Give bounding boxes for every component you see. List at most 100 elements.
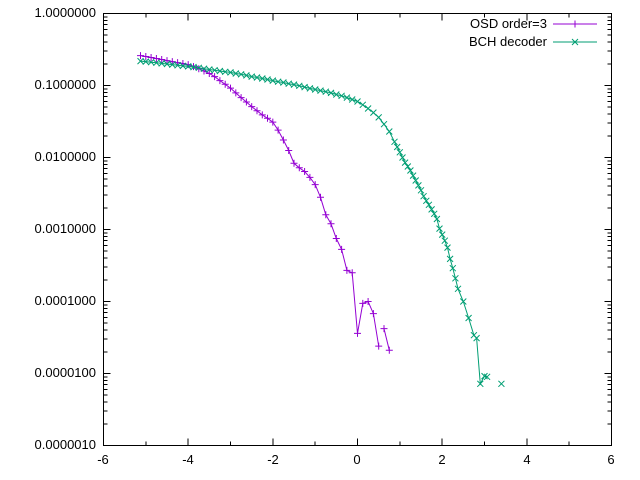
- data-point-marker: [375, 342, 383, 350]
- data-point-marker: [422, 197, 430, 205]
- data-point-marker: [269, 118, 277, 126]
- data-point-marker: [441, 237, 449, 245]
- series-osd: [137, 52, 393, 354]
- data-point-marker: [385, 128, 393, 135]
- data-point-marker: [295, 164, 303, 172]
- x-tick-label: 4: [523, 452, 531, 467]
- data-point-marker: [147, 54, 155, 61]
- y-tick-label: 0.1000000: [34, 77, 96, 92]
- data-point-marker: [369, 310, 377, 318]
- legend-item-label: OSD order=3: [470, 16, 547, 31]
- data-point-marker: [227, 69, 234, 76]
- data-point-marker: [404, 163, 412, 170]
- data-point-marker: [401, 159, 409, 166]
- data-point-marker: [407, 167, 414, 174]
- x-tick-label: -6: [97, 452, 109, 467]
- x-tick-label: -4: [182, 452, 194, 467]
- data-point-marker: [354, 98, 361, 105]
- data-point-marker: [190, 63, 197, 71]
- data-point-marker: [168, 61, 176, 68]
- data-point-marker: [430, 210, 438, 218]
- data-point-marker: [317, 87, 324, 94]
- data-point-marker: [348, 96, 356, 103]
- data-point-marker: [306, 173, 314, 181]
- data-point-marker: [498, 380, 505, 388]
- data-point-marker: [258, 111, 266, 119]
- data-point-marker: [343, 94, 351, 101]
- data-point-marker: [436, 225, 443, 232]
- data-point-marker: [179, 62, 187, 70]
- data-point-marker: [348, 269, 356, 277]
- data-point-marker: [327, 220, 335, 228]
- data-point-marker: [142, 53, 150, 60]
- data-point-marker: [385, 346, 393, 354]
- data-point-marker: [258, 75, 266, 82]
- data-point-marker: [301, 168, 309, 175]
- data-point-marker: [253, 74, 261, 81]
- data-point-marker: [438, 231, 446, 238]
- data-point-marker: [264, 114, 271, 122]
- data-point-marker: [370, 109, 377, 116]
- data-point-marker: [444, 244, 451, 251]
- data-point-marker: [200, 65, 208, 73]
- data-point-marker: [393, 143, 401, 151]
- data-point-marker: [253, 107, 261, 115]
- data-point-marker: [332, 91, 340, 98]
- data-point-marker: [359, 299, 367, 307]
- x-tick-label: -2: [267, 452, 279, 467]
- data-point-marker: [454, 285, 462, 293]
- data-point-marker: [301, 83, 308, 91]
- legend-sample-line: [553, 20, 597, 28]
- data-point-marker: [420, 192, 427, 200]
- data-point-marker: [227, 84, 234, 92]
- data-point-marker: [243, 72, 250, 79]
- data-point-marker: [449, 264, 457, 272]
- series-bch: [137, 57, 505, 388]
- data-point-marker: [425, 201, 433, 209]
- data-point-marker: [571, 20, 579, 28]
- data-point-marker: [280, 79, 287, 86]
- data-point-marker: [483, 373, 491, 381]
- data-point-marker: [409, 172, 417, 179]
- data-point-marker: [137, 52, 144, 60]
- data-point-marker: [375, 114, 383, 121]
- data-point-marker: [359, 101, 367, 109]
- data-point-marker: [248, 103, 256, 111]
- data-point-marker: [158, 56, 166, 63]
- data-point-marker: [195, 64, 203, 72]
- data-point-marker: [242, 98, 250, 106]
- data-point-marker: [269, 77, 277, 84]
- data-point-marker: [317, 193, 324, 201]
- data-point-marker: [285, 147, 293, 154]
- x-tick-label: 6: [607, 452, 615, 467]
- data-point-marker: [306, 85, 314, 92]
- data-point-marker: [137, 57, 144, 65]
- data-point-marker: [232, 89, 240, 97]
- data-point-marker: [237, 70, 245, 78]
- data-point-marker: [237, 94, 245, 102]
- data-point-marker: [364, 105, 372, 112]
- data-point-marker: [327, 89, 335, 97]
- data-point-marker: [290, 159, 298, 167]
- data-point-marker: [274, 78, 282, 86]
- data-point-marker: [232, 70, 240, 77]
- data-point-marker: [354, 329, 361, 337]
- data-point-marker: [274, 126, 282, 134]
- data-point-marker: [311, 181, 319, 189]
- data-point-marker: [396, 148, 404, 156]
- data-point-marker: [205, 66, 213, 73]
- data-point-marker: [295, 82, 303, 90]
- data-point-marker: [322, 211, 330, 219]
- data-point-marker: [446, 255, 454, 263]
- data-point-marker: [248, 73, 256, 80]
- y-tick-label: 0.0010000: [34, 221, 96, 236]
- y-tick-label: 0.0100000: [34, 149, 96, 164]
- axis-ticks: [103, 13, 612, 446]
- data-point-marker: [343, 266, 351, 274]
- data-point-marker: [399, 154, 406, 161]
- data-point-marker: [433, 215, 441, 223]
- data-point-marker: [285, 80, 293, 88]
- legend-item-label: BCH decoder: [468, 34, 547, 49]
